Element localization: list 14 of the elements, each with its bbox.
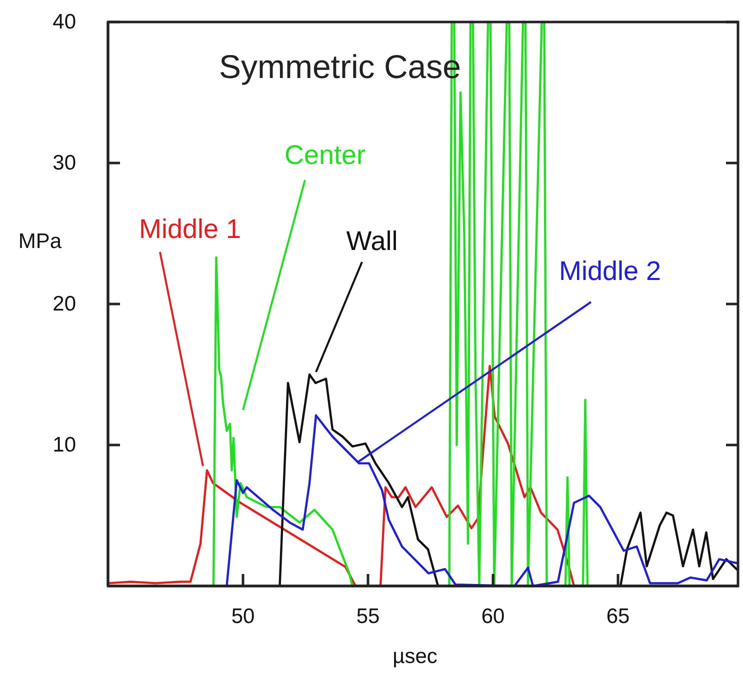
x-tick-label: 50 <box>231 604 255 628</box>
y-tick-label: 30 <box>52 152 76 175</box>
text: Middle 2 <box>558 256 662 286</box>
text: Wall <box>346 226 398 256</box>
x-tick-label: 55 <box>356 604 380 628</box>
x-tick-label: 60 <box>481 604 505 628</box>
text: Center <box>284 140 366 170</box>
x-tick-label: 65 <box>606 604 630 628</box>
y-axis-title: MPa <box>18 230 62 253</box>
text: Middle 1 <box>138 214 242 244</box>
y-tick-label: 40 <box>52 10 76 34</box>
y-tick-label: 10 <box>52 434 76 457</box>
x-axis-title: µsec <box>392 645 438 668</box>
y-tick-label: 20 <box>52 292 76 316</box>
